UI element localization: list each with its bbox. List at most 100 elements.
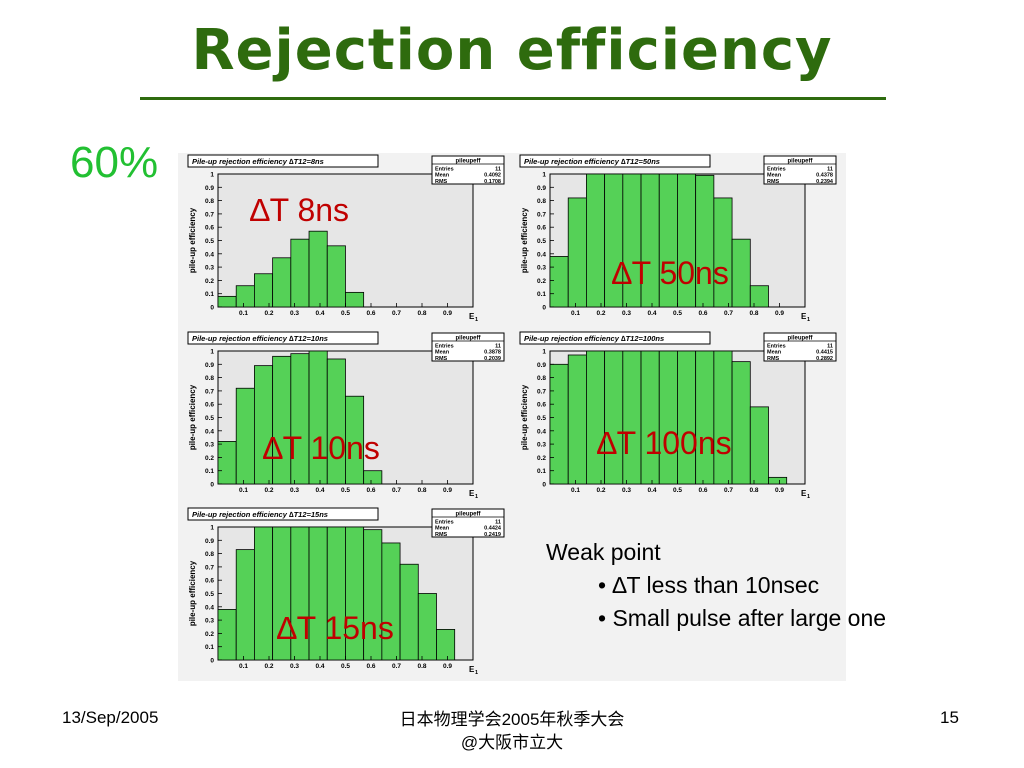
y-tick-label: 0.5: [205, 415, 214, 422]
x-tick-label: 0.4: [647, 487, 656, 494]
x-tick-label: 0.3: [622, 487, 631, 494]
histogram-title: Pile-up rejection efficiency ∆T12=15ns: [192, 510, 328, 519]
y-tick-label: 0.4: [205, 604, 214, 611]
y-tick-label: 1: [210, 172, 214, 179]
histogram-bar: [217, 295, 237, 308]
y-tick-label: 0.1: [205, 291, 214, 298]
histogram-bar: [290, 238, 310, 308]
y-tick-label: 0.4: [537, 428, 546, 435]
x-tick-label: 0.6: [698, 487, 707, 494]
histogram-bar: [658, 350, 678, 485]
stats-value: 0.4092: [484, 173, 501, 179]
histogram-bar: [254, 273, 274, 308]
stats-key: RMS: [767, 179, 780, 185]
histogram-title-box: [187, 507, 379, 521]
y-tick-label: 0.5: [537, 238, 546, 245]
y-tick-label: 0: [542, 482, 546, 489]
footer-venue: 日本物理学会2005年秋季大会 @大阪市立大: [312, 708, 712, 754]
y-tick-label: 0.8: [205, 551, 214, 558]
stats-value: 0.2394: [816, 179, 834, 185]
x-axis-label-subscript: 1: [475, 670, 478, 676]
x-tick-label: 0.6: [366, 487, 375, 494]
histogram-bar: [586, 350, 606, 485]
y-tick-label: 1: [210, 525, 214, 532]
histogram-bar: [749, 406, 769, 485]
x-axis-label: E: [469, 665, 475, 674]
histogram-bar: [567, 354, 587, 485]
x-axis-label: E: [801, 312, 807, 321]
x-tick-label: 0.7: [724, 310, 733, 317]
y-tick-label: 0.9: [205, 185, 214, 192]
histogram-bar: [768, 476, 788, 485]
y-tick-label: 0.8: [205, 198, 214, 205]
title-underline: [140, 97, 886, 100]
histogram-bar: [749, 285, 769, 308]
y-axis-label: pile-up efficiency: [520, 207, 529, 273]
x-axis-label-subscript: 1: [475, 317, 478, 323]
histogram-title: Pile-up rejection efficiency ∆T12=100ns: [524, 334, 664, 343]
stats-value: 11: [495, 520, 501, 526]
weak-point-heading: Weak point: [546, 539, 661, 565]
histogram-bar: [217, 441, 237, 485]
histogram-title: Pile-up rejection efficiency ∆T12=50ns: [524, 157, 660, 166]
x-tick-label: 0.2: [596, 487, 605, 494]
histogram-dt10: Pile-up rejection efficiency ∆T12=10ns 0 0…: [187, 331, 505, 500]
stats-key: Entries: [435, 520, 454, 526]
x-tick-label: 0.1: [239, 310, 248, 317]
stats-box: [431, 508, 505, 538]
y-tick-label: 0.7: [205, 211, 214, 218]
weak-point-bullet: • Small pulse after large one: [598, 605, 887, 631]
histogram-title-box: [519, 154, 711, 168]
stats-key: RMS: [435, 179, 448, 185]
histogram-bar: [713, 350, 733, 485]
x-tick-label: 0.4: [315, 663, 324, 670]
y-tick-label: 0.9: [537, 185, 546, 192]
x-tick-label: 0.4: [647, 310, 656, 317]
histogram-bar: [622, 350, 642, 485]
x-tick-label: 0.7: [392, 487, 401, 494]
histogram-title-box: [187, 154, 379, 168]
stats-key: Entries: [435, 167, 454, 173]
y-tick-label: 0.7: [537, 211, 546, 218]
y-tick-label: 0.2: [537, 278, 546, 285]
y-tick-label: 0.7: [205, 388, 214, 395]
x-tick-label: 0.5: [341, 663, 350, 670]
y-tick-label: 0.2: [537, 455, 546, 462]
weak-point-note: Weak point • ∆T less than 10nsec • Small…: [546, 536, 886, 635]
y-tick-label: 0.6: [205, 402, 214, 409]
y-axis-label: pile-up efficiency: [188, 384, 197, 450]
stats-value: 11: [827, 344, 833, 350]
x-tick-label: 0.1: [571, 310, 580, 317]
x-tick-label: 0.3: [290, 310, 299, 317]
histogram-bar: [235, 549, 255, 661]
y-tick-label: 0.5: [205, 238, 214, 245]
histogram-bar: [549, 363, 569, 485]
histogram-bar: [217, 609, 237, 661]
histogram-bar: [326, 245, 346, 308]
y-tick-label: 1: [542, 349, 546, 356]
stats-value: 0.4378: [816, 173, 833, 179]
histogram-bar: [586, 173, 606, 308]
y-tick-label: 0.8: [537, 198, 546, 205]
x-tick-label: 0.2: [596, 310, 605, 317]
x-tick-label: 0.8: [749, 310, 758, 317]
stats-value: 11: [495, 167, 501, 173]
histogram-bar: [731, 361, 751, 485]
y-tick-label: 0.6: [537, 402, 546, 409]
histogram-bar: [235, 387, 255, 485]
stats-box: [763, 155, 837, 185]
x-tick-label: 0.2: [264, 310, 273, 317]
x-tick-label: 0.7: [392, 310, 401, 317]
threshold-label: 60%: [70, 138, 159, 187]
histogram-bar: [417, 593, 437, 661]
x-tick-label: 0.3: [290, 663, 299, 670]
stats-value: 0.2892: [816, 356, 833, 362]
histogram-bar: [549, 256, 569, 308]
footer-page-number: 15: [940, 708, 959, 727]
y-tick-label: 1: [542, 172, 546, 179]
y-tick-label: 0.6: [205, 225, 214, 232]
y-tick-label: 0.6: [205, 578, 214, 585]
stats-box: [431, 155, 505, 185]
x-tick-label: 0.8: [417, 310, 426, 317]
x-axis-label: E: [469, 312, 475, 321]
